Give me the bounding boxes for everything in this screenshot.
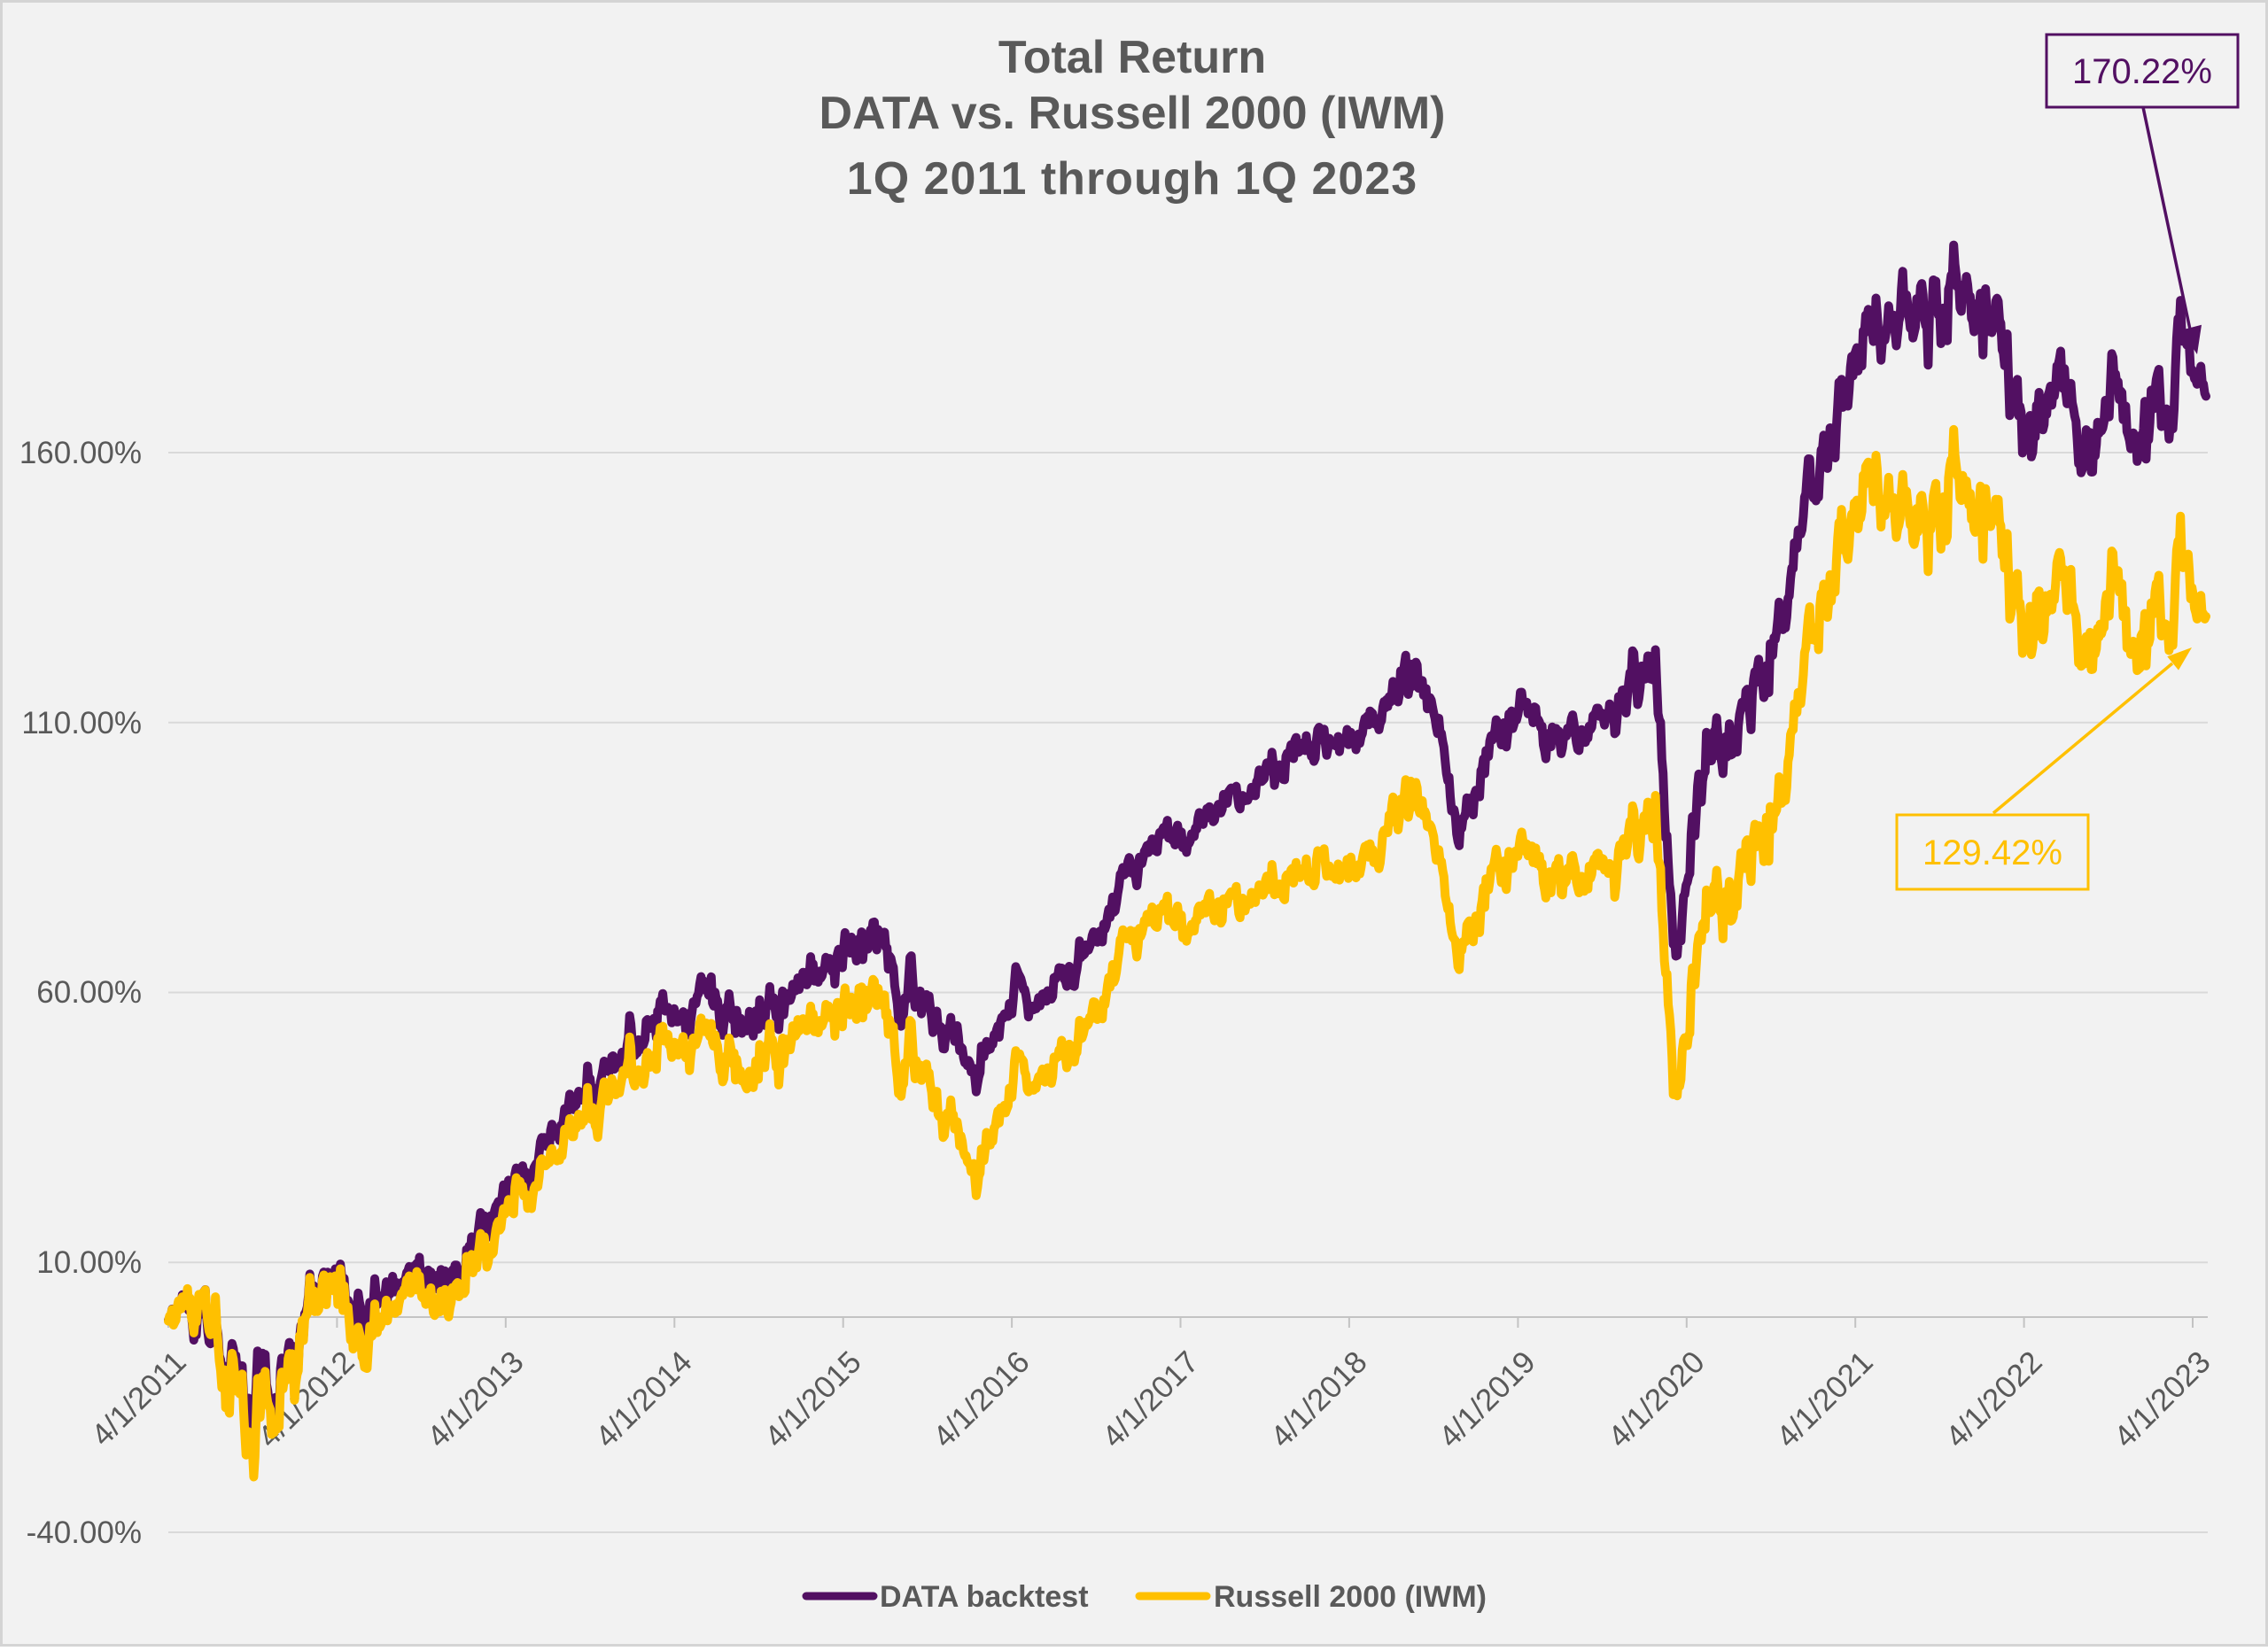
svg-text:Russell 2000 (IWM): Russell 2000 (IWM) — [1214, 1580, 1487, 1614]
svg-text:60.00%: 60.00% — [36, 975, 142, 1010]
svg-text:DATA vs. Russell 2000 (IWM): DATA vs. Russell 2000 (IWM) — [819, 88, 1446, 139]
svg-text:10.00%: 10.00% — [36, 1245, 142, 1280]
svg-text:129.42%: 129.42% — [1922, 833, 2062, 872]
svg-text:170.22%: 170.22% — [2072, 52, 2212, 91]
svg-text:110.00%: 110.00% — [21, 706, 142, 740]
svg-text:160.00%: 160.00% — [19, 436, 142, 470]
svg-text:Total Return: Total Return — [998, 32, 1266, 83]
svg-text:1Q 2011 through 1Q 2023: 1Q 2011 through 1Q 2023 — [847, 153, 1418, 205]
svg-text:DATA backtest: DATA backtest — [880, 1580, 1089, 1614]
svg-text:-40.00%: -40.00% — [27, 1515, 142, 1550]
